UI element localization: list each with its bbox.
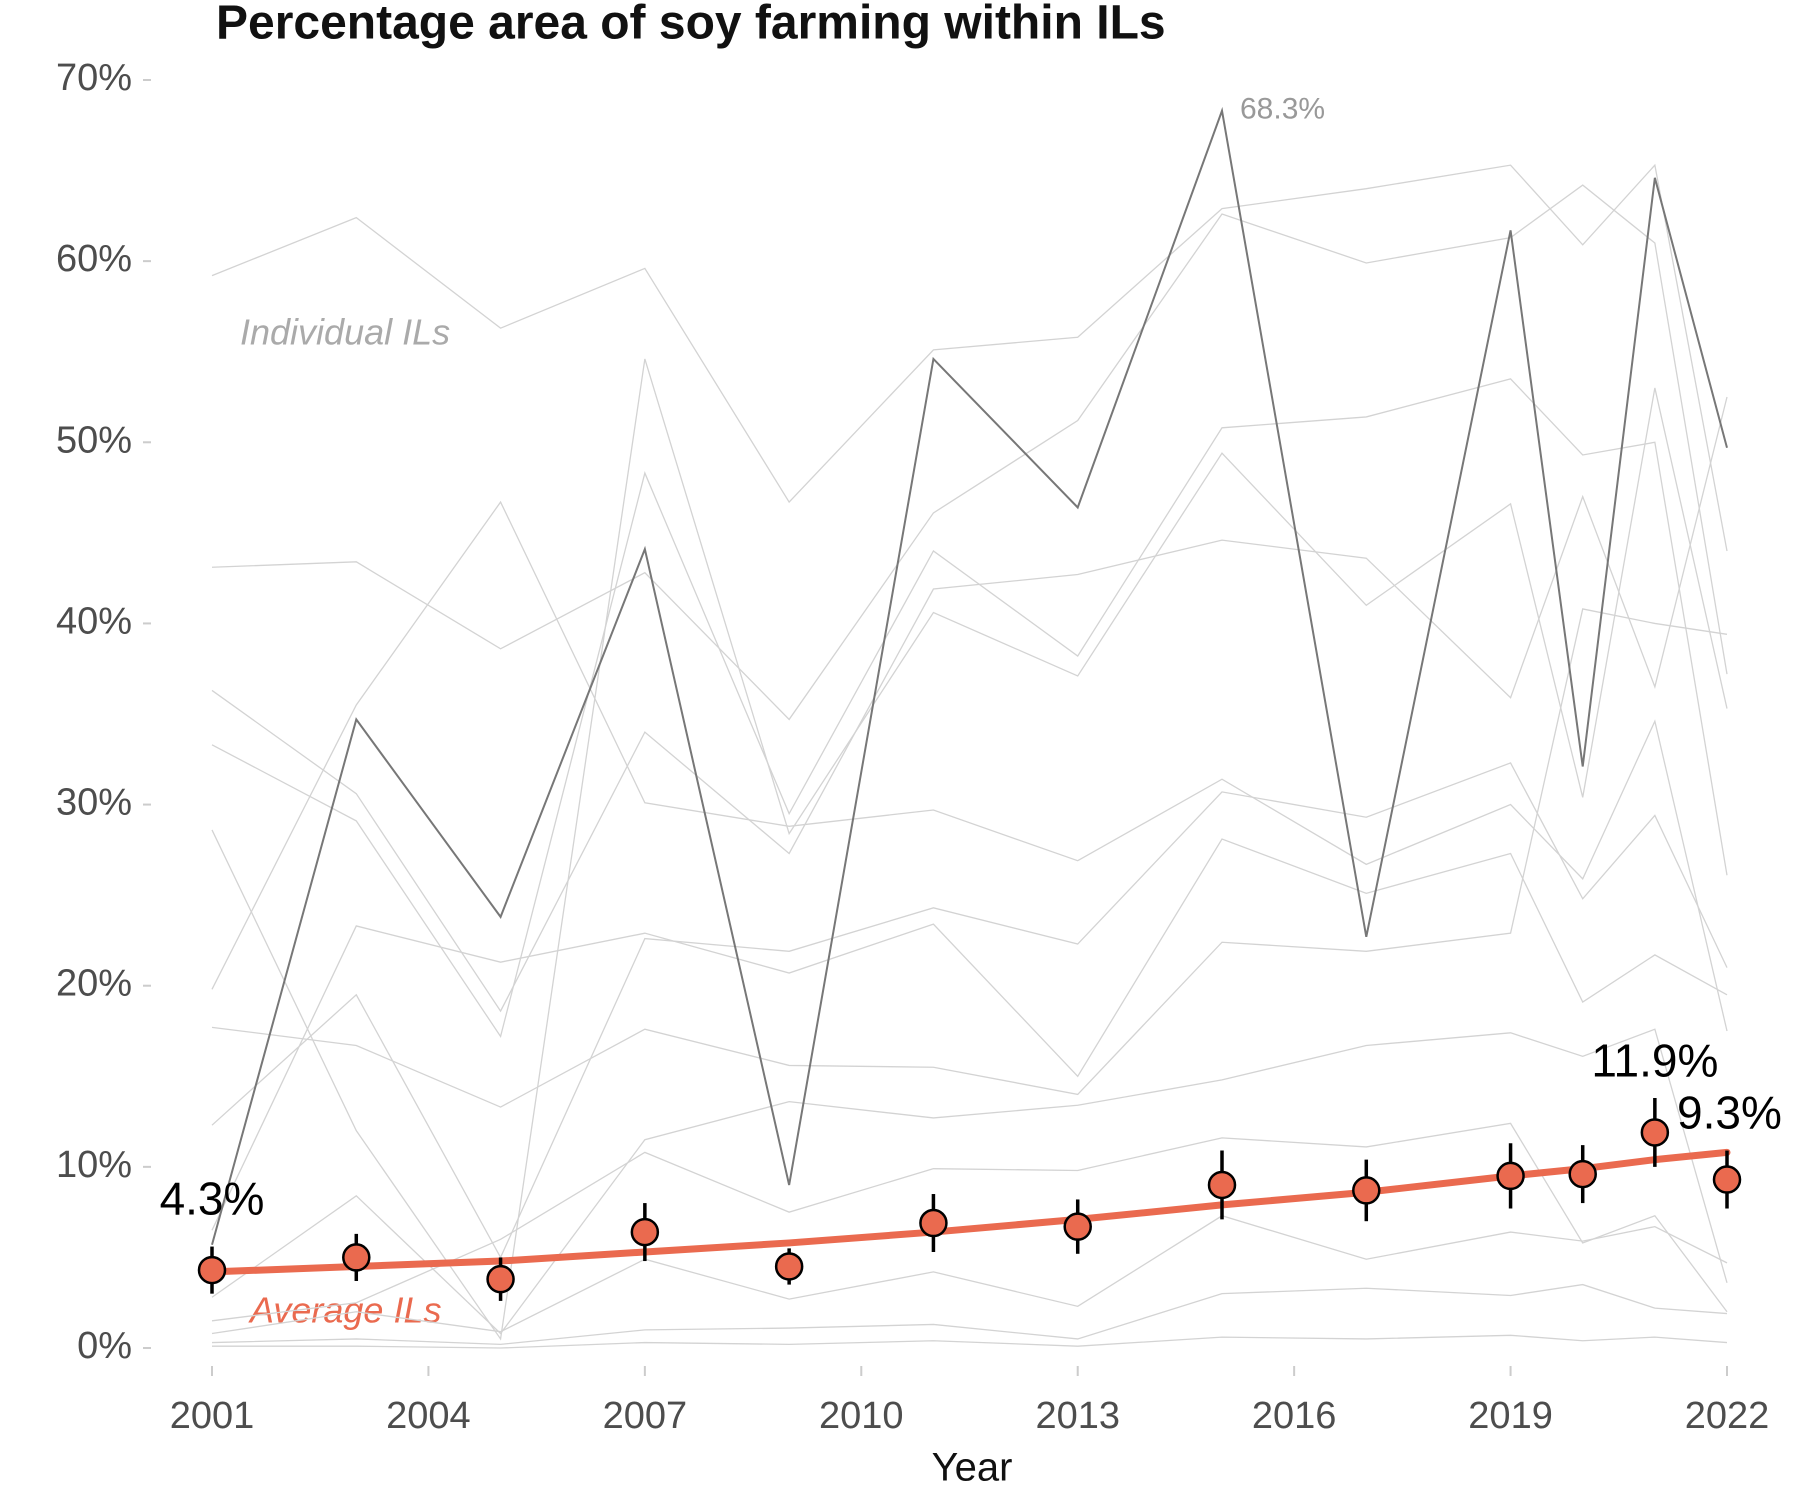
average-point bbox=[1496, 1161, 1525, 1191]
y-tick-label: 0% bbox=[77, 1325, 132, 1367]
y-tick-label: 50% bbox=[56, 419, 132, 461]
chart-title: Percentage area of soy farming within IL… bbox=[216, 0, 1166, 50]
x-tick-label: 2016 bbox=[1252, 1395, 1337, 1437]
individual-line bbox=[211, 838, 1728, 1231]
individual-line bbox=[212, 1334, 1728, 1349]
y-tick-label: 40% bbox=[56, 600, 132, 642]
x-tick-label: 2007 bbox=[603, 1395, 688, 1437]
average-point bbox=[1207, 1170, 1237, 1200]
x-axis-label: Year bbox=[932, 1446, 1013, 1490]
individual-line bbox=[211, 396, 1728, 1013]
average-point bbox=[486, 1264, 515, 1294]
average-point bbox=[197, 1255, 227, 1285]
y-tick-label: 10% bbox=[56, 1144, 132, 1186]
y-tick-label: 30% bbox=[56, 782, 132, 824]
x-tick-label: 2013 bbox=[1035, 1395, 1120, 1437]
y-tick-label: 60% bbox=[56, 238, 132, 280]
data-label: 68.3% bbox=[1240, 93, 1325, 126]
annotation: Individual ILs bbox=[240, 312, 450, 353]
average-point bbox=[1712, 1165, 1742, 1194]
x-tick-label: 2001 bbox=[170, 1395, 255, 1437]
average-point bbox=[342, 1243, 371, 1272]
individual-line bbox=[211, 1122, 1728, 1322]
x-tick-label: 2010 bbox=[819, 1395, 904, 1437]
individual-line bbox=[211, 1283, 1728, 1346]
x-tick-label: 2004 bbox=[386, 1395, 471, 1437]
data-label: 4.3% bbox=[160, 1172, 265, 1224]
average-point bbox=[1063, 1212, 1092, 1241]
average-point bbox=[1352, 1176, 1381, 1205]
individual-line bbox=[211, 163, 1728, 552]
individual-line bbox=[211, 608, 1728, 1108]
individual-line bbox=[211, 184, 1728, 721]
average-point bbox=[1640, 1118, 1670, 1147]
highlight-line bbox=[211, 106, 1728, 1246]
individual-line bbox=[211, 1215, 1728, 1335]
average-point bbox=[774, 1252, 804, 1281]
y-tick-label: 70% bbox=[56, 57, 132, 99]
individual-line bbox=[211, 500, 1728, 1032]
average-point bbox=[1568, 1159, 1597, 1189]
individual-line bbox=[211, 378, 1728, 1039]
y-tick-label: 20% bbox=[56, 963, 132, 1005]
data-label: 11.9% bbox=[1591, 1035, 1718, 1087]
individual-line bbox=[211, 358, 1728, 1341]
x-tick-label: 2022 bbox=[1685, 1395, 1770, 1437]
average-point bbox=[919, 1208, 948, 1238]
average-point bbox=[630, 1217, 660, 1247]
individual-line bbox=[211, 1028, 1728, 1335]
data-label: 9.3% bbox=[1677, 1087, 1782, 1139]
x-tick-label: 2019 bbox=[1468, 1395, 1553, 1437]
